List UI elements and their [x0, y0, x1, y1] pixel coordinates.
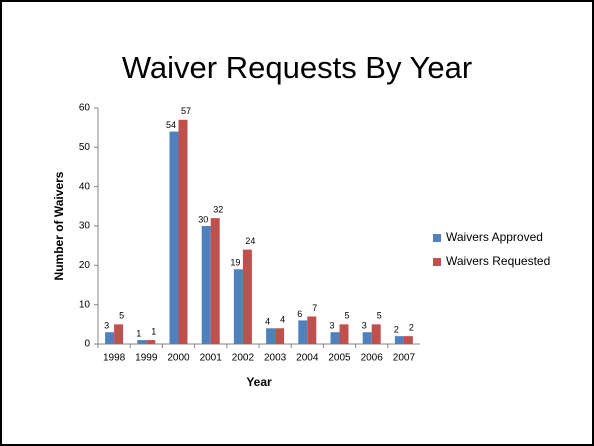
x-tick-label: 2007: [393, 353, 416, 364]
bar: [137, 340, 147, 344]
x-tick-label: 2005: [328, 353, 351, 364]
value-label: 32: [213, 205, 223, 215]
bar: [339, 324, 349, 344]
bar: [362, 332, 372, 344]
value-label: 2: [394, 325, 399, 335]
value-label: 4: [280, 315, 285, 325]
value-label: 5: [119, 311, 124, 321]
bar: [330, 332, 340, 344]
value-label: 24: [245, 236, 255, 246]
x-tick-label: 2001: [200, 353, 223, 364]
bar: [242, 249, 252, 344]
x-tick-label: 2004: [296, 353, 319, 364]
y-tick-label: 50: [79, 142, 91, 153]
x-tick-label: 1998: [103, 353, 126, 364]
y-tick-label: 0: [84, 339, 90, 350]
y-tick-label: 40: [79, 181, 91, 192]
bar: [114, 324, 124, 344]
value-label: 1: [151, 326, 156, 336]
legend-label: Waivers Approved: [446, 230, 543, 244]
value-label: 5: [377, 311, 382, 321]
x-tick-label: 2002: [232, 353, 255, 364]
value-label: 5: [344, 311, 349, 321]
value-label: 3: [329, 321, 334, 331]
value-label: 30: [198, 214, 208, 224]
y-tick-label: 10: [79, 299, 91, 310]
value-label: 2: [409, 323, 414, 333]
x-tick-label: 2006: [361, 353, 384, 364]
value-label: 6: [297, 309, 302, 319]
bar: [178, 119, 188, 344]
value-label: 57: [181, 106, 191, 116]
chart-title: Waiver Requests By Year: [122, 50, 472, 85]
legend-label: Waivers Requested: [446, 254, 550, 268]
bar: [266, 328, 276, 344]
bar: [394, 336, 404, 344]
value-label: 4: [265, 317, 270, 327]
bar: [371, 324, 381, 344]
bar: [169, 131, 179, 344]
x-axis-label: Year: [246, 375, 272, 389]
value-label: 19: [230, 258, 240, 268]
legend-swatch: [433, 234, 441, 242]
bar: [201, 226, 211, 344]
bar: [146, 340, 156, 344]
value-label: 3: [104, 321, 109, 331]
y-axis-label: Number of Waivers: [52, 171, 66, 280]
legend-swatch: [433, 258, 441, 266]
bar: [307, 316, 317, 344]
y-tick-label: 30: [79, 221, 91, 232]
bar: [275, 328, 285, 344]
bar: [210, 218, 220, 344]
x-tick-label: 2000: [167, 353, 190, 364]
value-label: 54: [166, 120, 176, 130]
bar: [105, 332, 115, 344]
x-tick-label: 1999: [135, 353, 158, 364]
x-tick-label: 2003: [264, 353, 287, 364]
bar: [233, 269, 243, 344]
y-tick-label: 20: [79, 260, 91, 271]
bar: [403, 336, 413, 344]
bar: [298, 320, 308, 344]
value-label: 7: [312, 303, 317, 313]
y-tick-label: 60: [79, 103, 91, 114]
value-label: 3: [362, 321, 367, 331]
value-label: 1: [136, 328, 141, 338]
